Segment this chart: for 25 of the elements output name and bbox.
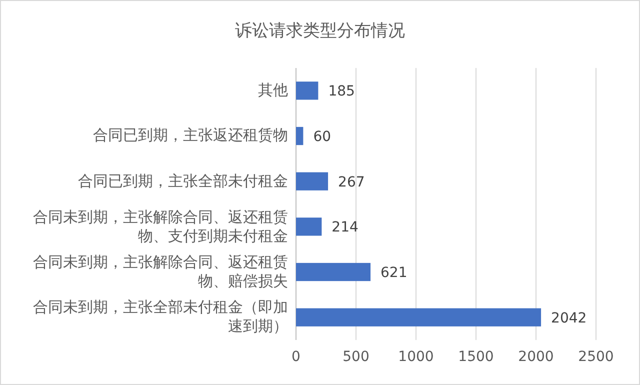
bar: [296, 172, 328, 190]
x-tick-label: 2000: [518, 349, 554, 365]
x-tick-label: 0: [292, 349, 300, 365]
y-tick-label: 合同已到期，主张返还租赁物: [92, 126, 288, 146]
data-label: 267: [338, 174, 365, 190]
y-tick-label: 合同已到期，主张全部未付租金: [77, 172, 288, 191]
bar: [296, 126, 304, 146]
bar: [296, 82, 318, 100]
bar: [296, 308, 542, 326]
y-tick-label: 合同未到期，主张解除合同、返还租赁物、赔偿损失: [32, 252, 288, 291]
x-tick-label: 2500: [578, 349, 614, 365]
data-label: 60: [313, 129, 332, 145]
data-label: 2042: [551, 310, 587, 326]
chart-title: 诉讼请求类型分布情况: [235, 21, 405, 41]
bar: [296, 262, 371, 282]
x-tick-label: 500: [342, 349, 370, 365]
data-label: 185: [328, 84, 355, 100]
x-tick-label: 1500: [458, 349, 494, 365]
bar: [296, 218, 322, 236]
data-label: 214: [332, 220, 358, 236]
x-tick-label: 1000: [398, 349, 434, 365]
y-tick-label: 合同未到期，主张解除合同、返还租赁物、支付到期未付租金: [32, 208, 288, 246]
y-tick-label: 其他: [257, 81, 288, 100]
data-label: 621: [380, 265, 408, 281]
y-tick-label: 合同未到期，主张全部未付租金（即加速到期）: [32, 298, 288, 336]
